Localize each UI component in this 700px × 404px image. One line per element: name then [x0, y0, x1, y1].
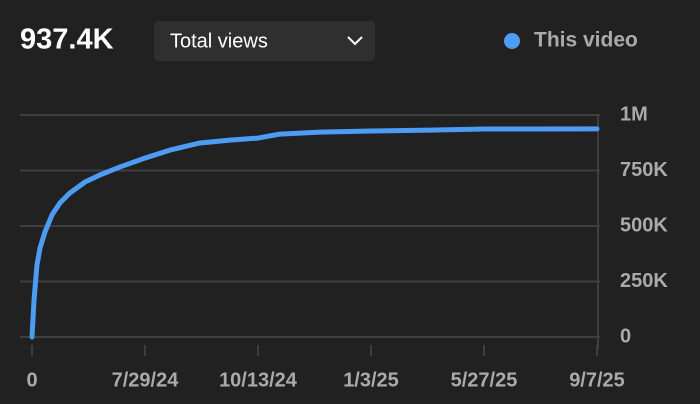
y-tick-label: 500K: [620, 214, 668, 236]
y-tick-label: 750K: [620, 159, 668, 181]
x-tick-label: 9/7/25: [569, 369, 625, 391]
series-line: [29, 126, 600, 340]
dropdown-label: Total views: [170, 30, 268, 52]
y-tick-label: 0: [620, 325, 631, 347]
legend-label: This video: [534, 29, 638, 52]
x-tick-label: 10/13/24: [219, 369, 298, 391]
y-tick-label: 1M: [620, 103, 648, 125]
metric-dropdown[interactable]: [154, 21, 375, 61]
x-tick-label: 1/3/25: [343, 369, 399, 391]
y-tick-label: 250K: [620, 270, 668, 292]
total-value: 937.4K: [20, 24, 114, 56]
x-tick-label: 0: [26, 369, 37, 391]
x-tick-label: 7/29/24: [112, 369, 180, 391]
chevron-icon: [347, 36, 363, 46]
x-tick-label: 5/27/25: [451, 369, 518, 391]
legend-swatch: [504, 33, 520, 49]
